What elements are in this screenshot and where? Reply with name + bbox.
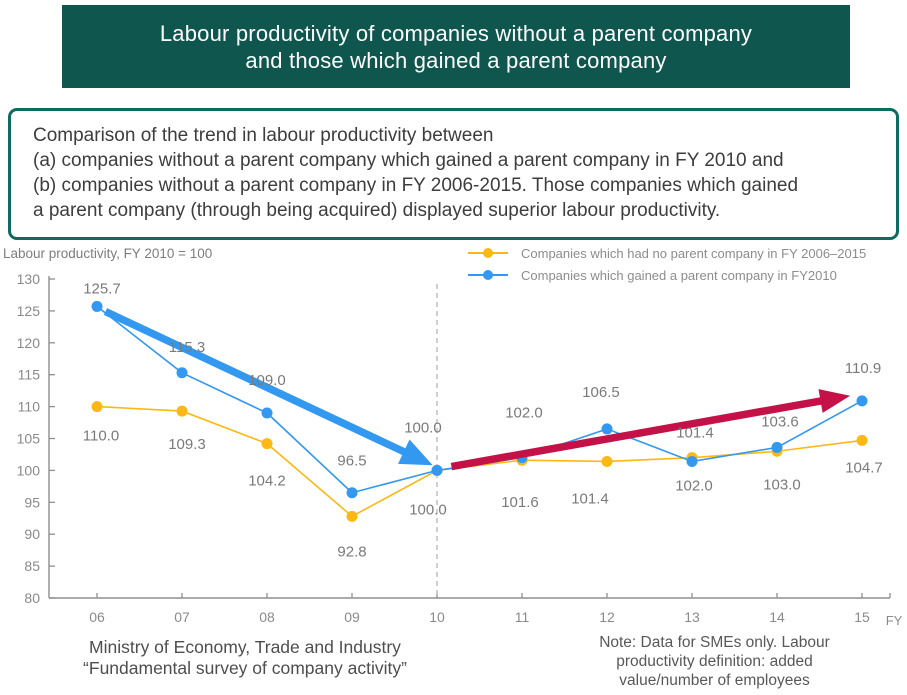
- data-label: 125.7: [83, 280, 121, 297]
- x-tick-label: 14: [769, 609, 785, 625]
- legend-row-gained-parent: Companies which gained a parent company …: [468, 267, 866, 283]
- note-line-3: value/number of employees: [619, 672, 810, 689]
- growth-arrow: [450, 396, 824, 471]
- x-tick-label: 11: [515, 609, 530, 625]
- data-point: [856, 395, 868, 407]
- data-point: [686, 455, 698, 467]
- legend-dot-yellow: [483, 248, 493, 258]
- y-tick-label: 90: [24, 526, 40, 542]
- data-label: 92.8: [337, 543, 366, 560]
- x-tick-label: 09: [344, 609, 360, 625]
- source-line-1: Ministry of Economy, Trade and Industry: [89, 637, 401, 657]
- data-label: 115.3: [169, 339, 205, 356]
- data-point: [346, 510, 358, 522]
- data-label: 101.6: [501, 494, 539, 511]
- y-axis-title: Labour productivity, FY 2010 = 100: [3, 246, 213, 261]
- header-title-line2: and those which gained a parent company: [245, 47, 667, 73]
- description-box: Comparison of the trend in labour produc…: [8, 108, 899, 240]
- data-point: [91, 300, 103, 312]
- y-tick-label: 110: [18, 399, 41, 415]
- data-label: 101.4: [676, 424, 714, 441]
- header-title-line1: Labour productivity of companies without…: [159, 20, 753, 46]
- data-label: 104.7: [845, 459, 883, 476]
- data-point: [91, 401, 103, 413]
- data-point: [431, 464, 443, 476]
- description-line-2: (a) companies without a parent company w…: [33, 150, 784, 171]
- y-tick-label: 95: [24, 494, 40, 510]
- data-label: 103.6: [761, 413, 799, 430]
- x-tick-label: 12: [599, 609, 615, 625]
- description-line-3: (b) companies without a parent company i…: [33, 175, 799, 196]
- decline-arrow: [103, 308, 408, 456]
- data-label: 106.5: [582, 384, 620, 401]
- x-tick-label: 07: [174, 609, 190, 625]
- legend-dot-blue: [483, 270, 493, 280]
- growth-arrow-head-icon: [818, 389, 851, 413]
- y-tick-label: 85: [24, 558, 40, 574]
- line-dot-marker-icon: [468, 247, 508, 259]
- data-label: 104.2: [248, 473, 286, 490]
- y-tick-label: 115: [18, 367, 41, 383]
- footer-source: Ministry of Economy, Trade and Industry …: [30, 637, 460, 679]
- data-label: 102.0: [505, 405, 543, 422]
- x-axis-unit-label: FY: [886, 613, 903, 628]
- chart-legend: Companies which had no parent company in…: [468, 245, 866, 283]
- y-tick-label: 105: [17, 431, 41, 447]
- description-line-1: Comparison of the trend in labour produc…: [33, 125, 494, 146]
- legend-label-gained-parent: Companies which gained a parent company …: [521, 267, 837, 283]
- legend-row-no-parent: Companies which had no parent company in…: [468, 245, 866, 261]
- data-point: [261, 438, 273, 450]
- data-label: 102.0: [675, 478, 713, 495]
- data-label: 110.0: [83, 428, 119, 445]
- data-point: [176, 405, 188, 417]
- data-point: [601, 423, 613, 435]
- data-label: 109.0: [248, 372, 286, 389]
- y-tick-label: 100: [17, 462, 41, 478]
- y-tick-label: 80: [24, 590, 40, 606]
- data-point: [601, 455, 613, 467]
- data-point: [771, 441, 783, 453]
- legend-label-no-parent: Companies which had no parent company in…: [521, 245, 867, 261]
- x-tick-label: 15: [854, 609, 870, 625]
- note-line-2: productivity definition: added: [616, 653, 813, 670]
- data-label: 101.4: [571, 490, 609, 507]
- data-point: [346, 487, 358, 499]
- data-point: [261, 407, 273, 419]
- x-tick-label: 13: [684, 609, 700, 625]
- data-label: 110.9: [845, 360, 881, 377]
- y-tick-label: 130: [17, 271, 41, 287]
- data-label: 109.3: [168, 436, 206, 453]
- data-label: 103.0: [763, 476, 801, 493]
- data-label: 96.5: [337, 453, 366, 470]
- source-line-2: “Fundamental survey of company activity”: [83, 658, 407, 678]
- x-tick-label: 08: [259, 609, 275, 625]
- decline-arrow-head-icon: [398, 439, 433, 466]
- y-tick-label: 120: [17, 335, 41, 351]
- data-label: 100.0: [404, 419, 442, 436]
- x-tick-label: 06: [89, 609, 105, 625]
- data-point: [856, 434, 868, 446]
- header-banner: Labour productivity of companies without…: [62, 5, 850, 88]
- description-line-4: a parent company (through being acquired…: [33, 200, 721, 221]
- data-label: 100.0: [409, 501, 447, 518]
- x-tick-label: 10: [429, 609, 445, 625]
- y-tick-label: 125: [17, 303, 41, 319]
- data-point: [176, 367, 188, 379]
- footer-note: Note: Data for SMEs only. Labour product…: [537, 633, 892, 690]
- note-line-1: Note: Data for SMEs only. Labour: [599, 634, 830, 651]
- line-dot-marker-icon: [468, 269, 508, 281]
